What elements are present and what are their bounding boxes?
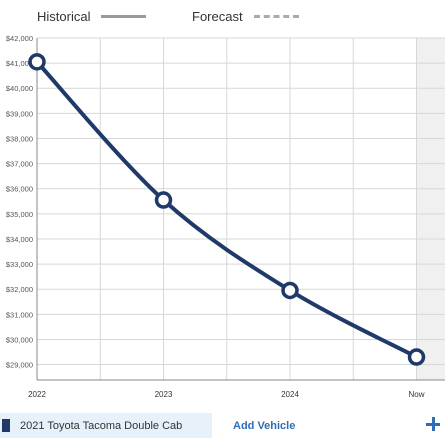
y-tick-label: $37,000	[6, 160, 33, 169]
y-tick-label: $40,000	[6, 84, 33, 93]
series-line	[35, 59, 419, 360]
y-tick-label: $35,000	[6, 210, 33, 219]
legend-forecast-label: Forecast	[192, 9, 243, 24]
x-tick-label: 2022	[28, 390, 46, 399]
legend-historical-label: Historical	[37, 9, 91, 24]
x-tick-label: Now	[408, 390, 424, 399]
y-tick-label: $33,000	[6, 260, 33, 269]
data-point	[281, 281, 299, 300]
y-tick-label: $31,000	[6, 310, 33, 319]
y-tick-label: $41,000	[6, 59, 33, 68]
add-vehicle-link[interactable]: Add Vehicle	[233, 420, 296, 432]
vehicle-color-swatch	[2, 419, 10, 432]
value-chart: $42,000 $41,000 $40,000 $39,000 $38,000 $37,0…	[6, 34, 445, 399]
y-tick-label: $36,000	[6, 185, 33, 194]
chart-legend: Historical Forecast	[0, 0, 445, 32]
data-point	[154, 191, 173, 209]
y-tick-label: $42,000	[6, 34, 33, 43]
plus-icon[interactable]	[425, 416, 441, 432]
data-point	[28, 53, 46, 71]
y-tick-label: $32,000	[6, 285, 33, 294]
vehicle-name: 2021 Toyota Tacoma Double Cab	[20, 419, 183, 432]
y-tick-label: $29,000	[6, 361, 33, 370]
x-tick-label: 2024	[281, 390, 299, 399]
legend-forecast-line-icon	[253, 15, 299, 18]
data-point	[407, 348, 426, 366]
vehicle-chip[interactable]: 2021 Toyota Tacoma Double Cab	[0, 413, 212, 438]
legend-forecast: Forecast	[192, 9, 299, 24]
forecast-region	[416, 38, 445, 380]
legend-historical-line-icon	[101, 15, 147, 18]
y-tick-label: $39,000	[6, 109, 33, 118]
y-tick-label: $30,000	[6, 335, 33, 344]
y-tick-label: $38,000	[6, 134, 33, 143]
y-tick-label: $34,000	[6, 235, 33, 244]
legend-historical: Historical	[37, 9, 147, 24]
x-tick-label: 2023	[155, 390, 173, 399]
